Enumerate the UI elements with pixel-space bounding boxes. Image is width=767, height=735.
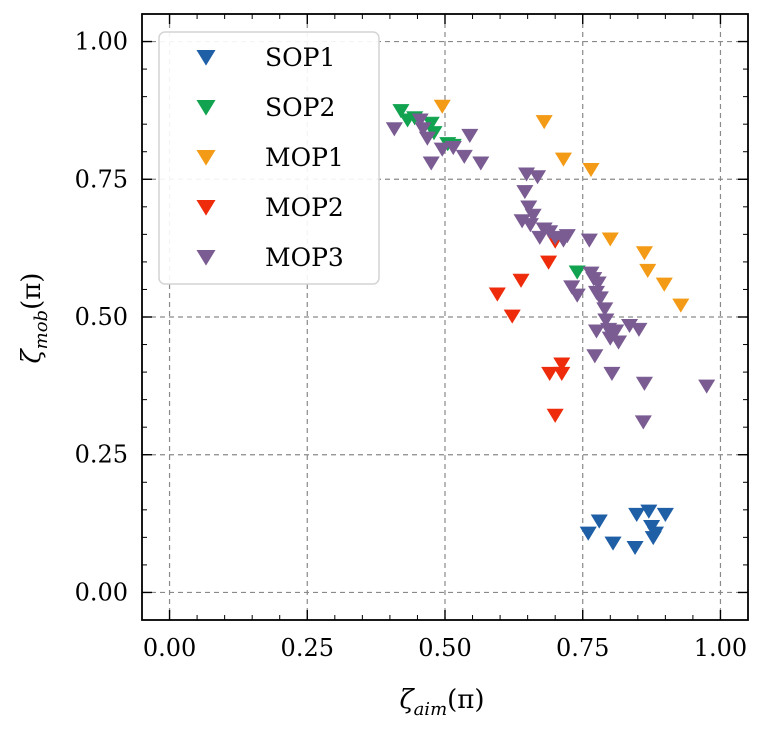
x-tick-label: 0.75: [556, 634, 609, 662]
data-point-mop1: [582, 163, 600, 178]
data-point-mop3: [524, 208, 542, 223]
legend-marker-mop1: [196, 149, 216, 166]
data-point-sop2: [568, 265, 586, 280]
data-point-mop3: [529, 170, 547, 185]
data-points: [385, 99, 716, 556]
x-tick-label: 0.25: [281, 634, 334, 662]
series-sop1: [579, 504, 674, 556]
data-point-mop2: [546, 408, 564, 423]
data-point-mop1: [535, 115, 553, 130]
major-ticks: [142, 14, 748, 620]
data-point-mop3: [610, 335, 628, 350]
series-mop3: [385, 113, 716, 430]
data-point-mop1: [655, 277, 673, 292]
data-point-mop1: [635, 246, 653, 261]
data-point-mop3: [433, 142, 451, 157]
data-point-mop3: [455, 149, 473, 164]
data-point-sop1: [579, 526, 597, 541]
x-axis-label: ζaim(π): [399, 685, 484, 720]
data-point-mop2: [553, 366, 571, 381]
data-point-mop3: [586, 349, 604, 364]
data-point-mop3: [461, 128, 479, 143]
data-point-sop1: [646, 526, 664, 541]
data-point-mop3: [411, 113, 429, 128]
data-point-mop3: [422, 156, 440, 171]
data-point-mop3: [558, 229, 576, 244]
data-point-mop3: [589, 276, 607, 291]
y-tick-label: 1.00: [75, 28, 128, 56]
data-point-sop1: [626, 540, 644, 556]
y-tick-label: 0.00: [75, 578, 128, 606]
data-point-mop2: [553, 357, 571, 372]
legend-label-sop2: SOP2: [265, 93, 335, 122]
data-point-mop3: [630, 322, 648, 337]
data-point-mop3: [385, 122, 403, 137]
data-point-mop1: [554, 152, 572, 167]
y-tick-label: 0.75: [75, 165, 128, 193]
x-tick-label: 0.00: [143, 634, 196, 662]
data-point-mop3: [607, 324, 625, 339]
legend-label-mop3: MOP3: [265, 243, 344, 272]
data-point-mop1: [672, 298, 690, 313]
y-tick-label: 0.50: [75, 303, 128, 331]
data-point-mop1: [433, 99, 451, 114]
plot-frame: [141, 13, 749, 621]
data-point-mop3: [444, 141, 462, 156]
data-point-mop2: [512, 273, 530, 288]
data-point-mop3: [520, 200, 538, 215]
data-point-sop1: [604, 536, 622, 551]
data-point-mop2: [488, 287, 506, 302]
legend: SOP1 SOP2 MOP1 MOP2 MOP3: [158, 31, 380, 285]
legend-label-mop2: MOP2: [265, 193, 344, 222]
x-tick-label: 0.50: [418, 634, 471, 662]
legend-marker-mop3: [196, 249, 216, 266]
series-mop1: [433, 99, 690, 313]
x-tick-label: 1.00: [694, 634, 747, 662]
legend-label-mop1: MOP1: [265, 143, 344, 172]
data-point-mop3: [472, 156, 490, 171]
data-point-mop2: [541, 366, 559, 381]
data-point-mop3: [596, 302, 614, 317]
y-tick-label: 0.25: [75, 441, 128, 469]
tick-labels: 0.00 0.25 0.50 0.75 1.00 0.00 0.25 0.50 0.75 1.00: [75, 28, 748, 662]
data-point-mop3: [597, 313, 615, 328]
data-point-mop3: [414, 122, 432, 137]
legend-label-sop1: SOP1: [265, 43, 335, 72]
series-mop2: [488, 234, 571, 423]
data-point-mop3: [563, 280, 581, 295]
data-point-mop2: [540, 255, 558, 270]
data-point-mop3: [634, 415, 652, 430]
legend-box: [158, 31, 380, 285]
data-point-sop1: [640, 504, 658, 519]
data-point-mop2: [503, 309, 521, 324]
data-point-mop3: [516, 185, 534, 200]
data-point-sop1: [628, 507, 646, 523]
legend-marker-sop1: [196, 49, 216, 66]
data-point-mop3: [418, 131, 436, 146]
data-point-mop1: [639, 263, 657, 278]
data-point-sop1: [590, 514, 608, 529]
legend-marker-sop2: [196, 99, 216, 116]
data-point-mop3: [698, 379, 716, 394]
data-point-mop3: [521, 218, 539, 233]
data-point-mop3: [603, 366, 621, 381]
data-point-sop1: [656, 507, 674, 523]
legend-marker-mop2: [196, 199, 216, 216]
data-point-sop2: [392, 104, 410, 119]
data-point-mop3: [587, 324, 606, 339]
data-point-mop3: [591, 291, 609, 306]
data-point-mop1: [601, 232, 619, 247]
data-point-mop3: [580, 233, 598, 248]
data-point-mop3: [635, 376, 653, 391]
y-axis-label: ζmob(π): [17, 273, 52, 364]
data-point-mop3: [568, 288, 586, 303]
